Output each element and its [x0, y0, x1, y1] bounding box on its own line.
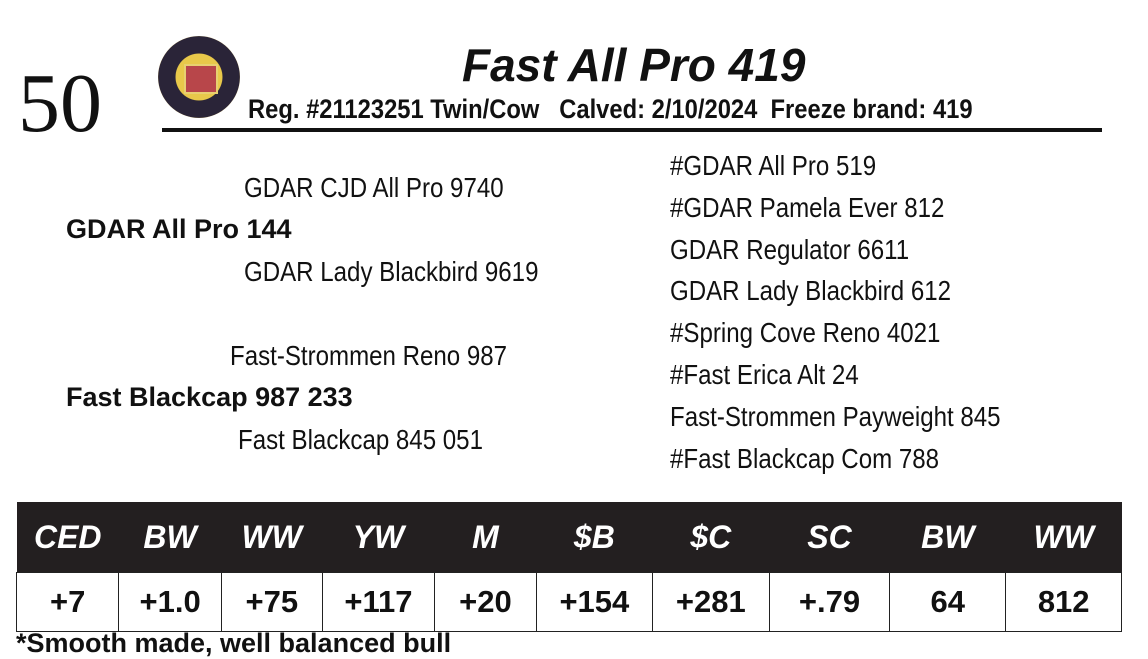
epd-value: +75 — [220, 572, 323, 632]
dam-dam: Fast Blackcap 845 051 — [238, 424, 483, 455]
epd-header: WW — [1005, 502, 1122, 573]
epd-header: YW — [322, 502, 435, 573]
epd-header: M — [434, 502, 537, 573]
epd-value: +281 — [651, 572, 770, 632]
epd-value: 64 — [889, 572, 1007, 632]
comment-note: *Smooth made, well balanced bull — [16, 628, 452, 658]
epd-header: CED — [16, 502, 119, 573]
epd-header: $C — [652, 502, 770, 573]
great-grandparent: #GDAR Pamela Ever 812 — [670, 191, 945, 223]
epd-header: SC — [769, 502, 890, 573]
great-grandparent: #Fast Blackcap Com 788 — [670, 442, 940, 474]
dam-sire: Fast-Strommen Reno 987 — [230, 340, 508, 371]
divider — [162, 128, 1102, 132]
dam: Fast Blackcap 987 233 — [66, 382, 353, 412]
great-grandparent: #Fast Erica Alt 24 — [670, 359, 859, 390]
epd-header: BW — [118, 502, 222, 573]
epd-value: 812 — [1005, 572, 1122, 632]
great-grandparent: #Spring Cove Reno 4021 — [670, 317, 941, 349]
epd-header: $B — [536, 502, 653, 573]
great-grandparent: GDAR Regulator 6611 — [670, 233, 910, 265]
sire-dam: GDAR Lady Blackbird 9619 — [244, 256, 539, 287]
epd-value: +20 — [434, 572, 537, 632]
great-grandparent: Fast-Strommen Payweight 845 — [670, 400, 1001, 432]
epd-header: WW — [221, 502, 323, 573]
animal-name: Fast All Pro 419 — [462, 39, 806, 91]
epd-value: +7 — [15, 572, 120, 632]
epd-value: +.79 — [768, 572, 891, 632]
epd-value: +1.0 — [118, 572, 222, 632]
great-grandparent: GDAR Lady Blackbird 612 — [670, 275, 952, 307]
lot-number: 50 — [18, 57, 102, 150]
epd-header: BW — [889, 502, 1006, 573]
epd-table: CED BW WW YW M $B $C SC BW WW +7 +1.0 +75 +117 +20 +15… — [15, 502, 1122, 632]
great-grandparent: #GDAR All Pro 519 — [670, 150, 877, 181]
registration-info: Reg. #21123251 Twin/Cow Calved: 2/10/202… — [248, 94, 973, 124]
association-logo — [158, 36, 240, 118]
sire: GDAR All Pro 144 — [66, 214, 292, 244]
epd-value: +154 — [535, 572, 653, 632]
sire-sire: GDAR CJD All Pro 9740 — [244, 172, 504, 203]
epd-value: +117 — [321, 572, 436, 632]
